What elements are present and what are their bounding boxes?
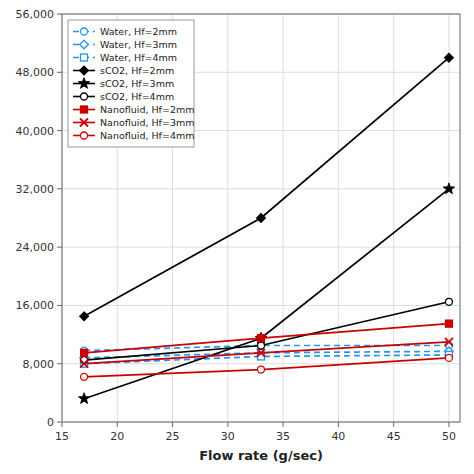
tick-mark [448,422,449,427]
chart: 15 20 25 30 35 40 45 50 0 8,000 16,000 24,000 32,000… [0,0,474,474]
tick-mark [393,422,394,427]
data-point [258,366,265,373]
tick-label: 16,000 [16,299,55,312]
grid [62,14,460,422]
tick-label: 56,000 [16,8,55,21]
data-point [258,335,265,342]
axes: 15 20 25 30 35 40 45 50 0 8,000 16,000 24,000 32,000… [16,8,461,463]
tick-label: 8,000 [23,358,55,371]
tick-mark [172,422,173,427]
grid-line [338,14,339,422]
legend-label: Water, Hf=4mm [100,52,177,63]
tick-mark [57,422,62,423]
legend-marker [78,78,89,89]
data-point [81,349,88,356]
series-line [84,324,449,353]
series [81,320,453,356]
grid-line [62,305,460,306]
tick-mark [62,422,63,427]
legend-marker [81,132,88,139]
tick-mark [57,363,62,364]
series [80,53,453,320]
series-line [84,189,449,399]
tick-mark [227,422,228,427]
legend-label: Water, Hf=3mm [100,39,177,50]
data-point [443,183,454,194]
legend: Water, Hf=2mm Water, Hf=3mm Water, Hf=4mm s… [68,20,194,147]
legend-marker [81,54,88,61]
data-point [445,320,452,327]
data-point [81,373,88,380]
legend-label: sCO2, Hf=3mm [100,78,174,89]
tick-label: 30 [221,430,235,443]
data-point [257,214,266,223]
legend-label: Nanofluid, Hf=4mm [100,130,194,141]
data-point [445,53,454,62]
tick-mark [57,247,62,248]
legend-label: Water, Hf=2mm [100,26,177,37]
tick-label: 15 [55,430,69,443]
tick-label: 32,000 [16,183,55,196]
series [81,351,453,367]
series [81,298,453,363]
tick-mark [57,72,62,73]
data-point [257,349,265,357]
plot-frame [62,14,460,422]
tick-mark [117,422,118,427]
legend-box [68,20,194,147]
series-line [84,302,449,360]
legend-label: sCO2, Hf=4mm [100,91,174,102]
data-point [445,338,453,346]
series-line [84,58,449,317]
tick-mark [57,188,62,189]
data-point [258,342,265,349]
grid-line [283,14,284,422]
tick-label: 40 [331,430,345,443]
tick-label: 25 [166,430,180,443]
legend-label: Nanofluid, Hf=3mm [100,117,194,128]
x-axis-label: Flow rate (g/sec) [199,448,323,463]
legend-marker [80,66,89,75]
data-point [445,354,452,361]
series [78,183,454,404]
data-point [445,298,452,305]
legend-label: sCO2, Hf=2mm [100,65,174,76]
tick-mark [57,14,62,15]
data-point [258,342,265,349]
series [81,354,453,380]
legend-marker [81,93,88,100]
data-point [78,393,89,404]
tick-mark [338,422,339,427]
tick-mark [283,422,284,427]
series [80,338,453,368]
data-point [80,312,89,321]
tick-label: 20 [110,430,124,443]
legend-label: Nanofluid, Hf=2mm [100,104,194,115]
tick-label: 48,000 [16,66,55,79]
plot-area [78,53,454,403]
tick-label: 24,000 [16,241,55,254]
legend-marker [81,106,88,113]
tick-label: 35 [276,430,290,443]
grid-line [62,188,460,189]
legend-marker [80,119,88,127]
tick-mark [57,305,62,306]
tick-mark [57,130,62,131]
grid-line [62,363,460,364]
tick-label: 50 [442,430,456,443]
tick-label: 0 [47,416,54,429]
data-point [80,360,88,368]
tick-label: 40,000 [16,125,55,138]
legend-marker [80,40,89,49]
data-point [255,332,266,343]
series-line [84,358,449,377]
grid-line [227,14,228,422]
tick-label: 45 [387,430,401,443]
legend-marker [81,28,88,35]
grid-line [62,247,460,248]
